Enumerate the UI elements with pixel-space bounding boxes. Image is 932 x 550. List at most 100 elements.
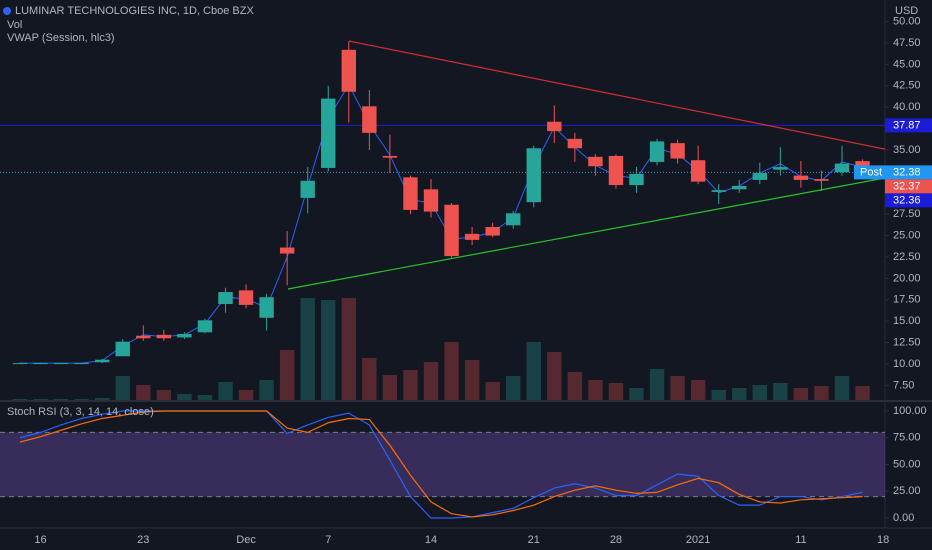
volume-bar xyxy=(197,395,213,400)
volume-bar xyxy=(300,298,315,400)
volume-bar xyxy=(773,383,788,400)
volume-bar xyxy=(485,382,500,400)
candle-body xyxy=(33,363,48,365)
y-tick-label: 12.50 xyxy=(893,336,921,348)
candle-body xyxy=(649,141,665,162)
y-tick-label: 0.00 xyxy=(893,512,914,524)
candle-body xyxy=(773,167,788,170)
stoch-line xyxy=(19,410,863,518)
volume-bar xyxy=(53,399,69,400)
volume-bar xyxy=(752,385,767,400)
x-tick-label: 28 xyxy=(610,534,622,546)
candle-body xyxy=(136,335,151,339)
price-label-box xyxy=(885,118,932,133)
y-tick-label: 45.00 xyxy=(893,58,921,70)
volume-bar xyxy=(629,388,644,400)
volume-bar xyxy=(279,350,295,400)
candle-body xyxy=(177,334,192,338)
tag-label: Post xyxy=(860,166,882,178)
volume-bar xyxy=(649,369,665,400)
candle-body xyxy=(711,190,726,192)
candle-body xyxy=(506,213,521,226)
y-tick-label: 40.00 xyxy=(893,101,921,113)
candle-body xyxy=(218,292,233,305)
candle-body xyxy=(567,138,583,149)
candle-body xyxy=(547,121,562,132)
volume-bar xyxy=(423,362,439,400)
candle-body xyxy=(259,297,274,318)
volume-bar xyxy=(588,380,603,400)
y-tick-label: 50.00 xyxy=(893,458,921,470)
y-tick-label: 20.00 xyxy=(893,272,921,284)
candle-body xyxy=(608,155,624,186)
volume-bar xyxy=(12,399,28,400)
candle-body xyxy=(752,173,767,180)
volume-bar xyxy=(177,394,192,400)
y-tick-label: 50.00 xyxy=(893,15,921,27)
trend-line xyxy=(348,40,885,150)
y-tick-label: 42.50 xyxy=(893,80,921,92)
candle-body xyxy=(464,233,480,240)
x-tick-label: 11 xyxy=(795,534,806,546)
volume-bar xyxy=(608,383,624,400)
symbol-icon xyxy=(3,7,11,15)
volume-bar xyxy=(95,398,110,400)
volume-bar xyxy=(341,298,356,400)
y-tick-label: 17.50 xyxy=(893,294,921,306)
candle-body xyxy=(690,160,706,182)
y-tick-label: 25.00 xyxy=(893,229,921,241)
candle-body xyxy=(629,173,644,186)
chart-title: LUMINAR TECHNOLOGIES INC, 1D, Cboe BZX xyxy=(15,5,254,17)
candle-body xyxy=(526,148,541,203)
price-label-box xyxy=(885,179,932,194)
volume-bar xyxy=(855,386,870,400)
candle-body xyxy=(279,247,295,254)
candle-body xyxy=(403,177,418,210)
x-tick-label: 2021 xyxy=(686,534,710,546)
candle-body xyxy=(156,334,172,339)
price-label: 37.87 xyxy=(893,119,921,131)
volume-bar xyxy=(690,380,706,400)
volume-bar xyxy=(74,399,89,400)
candle-body xyxy=(732,185,747,190)
candle-body xyxy=(12,363,28,365)
volume-bar xyxy=(238,390,254,400)
volume-bar xyxy=(156,390,172,400)
y-tick-label: 25.00 xyxy=(893,485,921,497)
candle-body xyxy=(382,155,398,158)
x-tick-label: Dec xyxy=(236,534,256,546)
volume-bar xyxy=(33,399,48,400)
stoch-title: Stoch RSI (3, 3, 14, 14, close) xyxy=(7,406,154,418)
candle-body xyxy=(300,180,315,198)
price-pane xyxy=(0,40,885,400)
x-tick-label: 21 xyxy=(528,534,540,546)
y-tick-label: 22.50 xyxy=(893,251,921,263)
price-label-box xyxy=(885,165,932,180)
candle-body xyxy=(793,175,809,180)
candle-body xyxy=(197,320,213,333)
price-label: 32.38 xyxy=(893,166,921,178)
x-tick-label: 7 xyxy=(325,534,331,546)
y-tick-label: 47.50 xyxy=(893,37,921,49)
volume-bar xyxy=(464,360,480,400)
candle-body xyxy=(444,204,459,257)
volume-bar xyxy=(259,380,274,400)
candle-body xyxy=(238,290,254,305)
y-tick-label: 15.00 xyxy=(893,315,921,327)
y-tick-label: 7.50 xyxy=(893,379,914,391)
price-label: 32.36 xyxy=(893,194,921,206)
candle-body xyxy=(670,143,685,159)
candle-body xyxy=(423,189,439,212)
volume-bar xyxy=(115,376,130,400)
candle-body xyxy=(362,106,377,133)
volume-bar xyxy=(321,300,336,400)
x-tick-label: 16 xyxy=(34,534,46,546)
volume-label: Vol xyxy=(7,19,22,31)
y-tick-label: 10.00 xyxy=(893,358,921,370)
volume-bar xyxy=(711,390,726,400)
candle-body xyxy=(834,163,850,173)
volume-bar xyxy=(732,388,747,400)
stoch-pane xyxy=(0,410,885,519)
